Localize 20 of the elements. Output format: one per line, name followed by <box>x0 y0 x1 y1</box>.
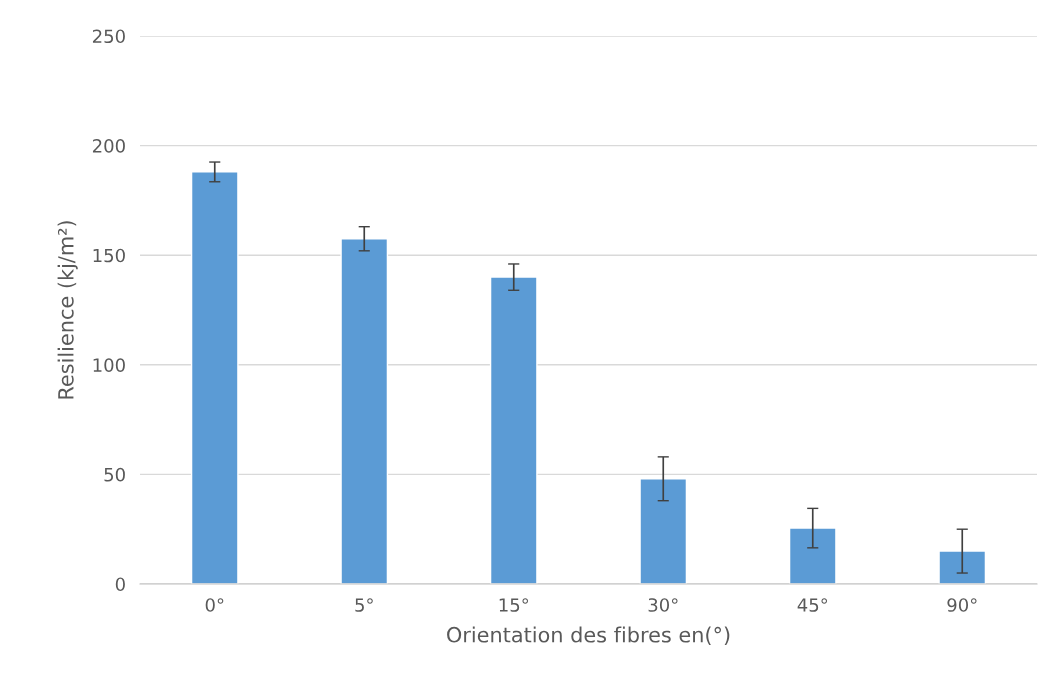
y-tick-label: 200 <box>92 139 125 153</box>
bar <box>190 171 239 584</box>
bar <box>639 478 688 584</box>
x-axis-title: Orientation des fibres en(°) <box>447 626 730 646</box>
x-tick-label: 30° <box>648 598 678 612</box>
y-tick-label: 150 <box>93 248 125 263</box>
y-tick-label: 0 <box>115 577 125 592</box>
x-tick-label: 0° <box>205 598 224 612</box>
y-tick-label: 100 <box>93 358 125 372</box>
x-tick-label: 15° <box>499 598 529 612</box>
bar <box>788 527 837 584</box>
bar <box>938 550 987 584</box>
y-axis-title: Resilience (kj/m²) <box>57 221 78 399</box>
bar <box>340 238 389 584</box>
y-tick-label: 50 <box>104 467 125 482</box>
x-tick-label: 5° <box>355 598 373 612</box>
x-tick-label: 90° <box>947 598 977 612</box>
x-tick-label: 45° <box>797 598 828 612</box>
y-tick-label: 250 <box>92 29 125 44</box>
bar <box>489 276 538 584</box>
